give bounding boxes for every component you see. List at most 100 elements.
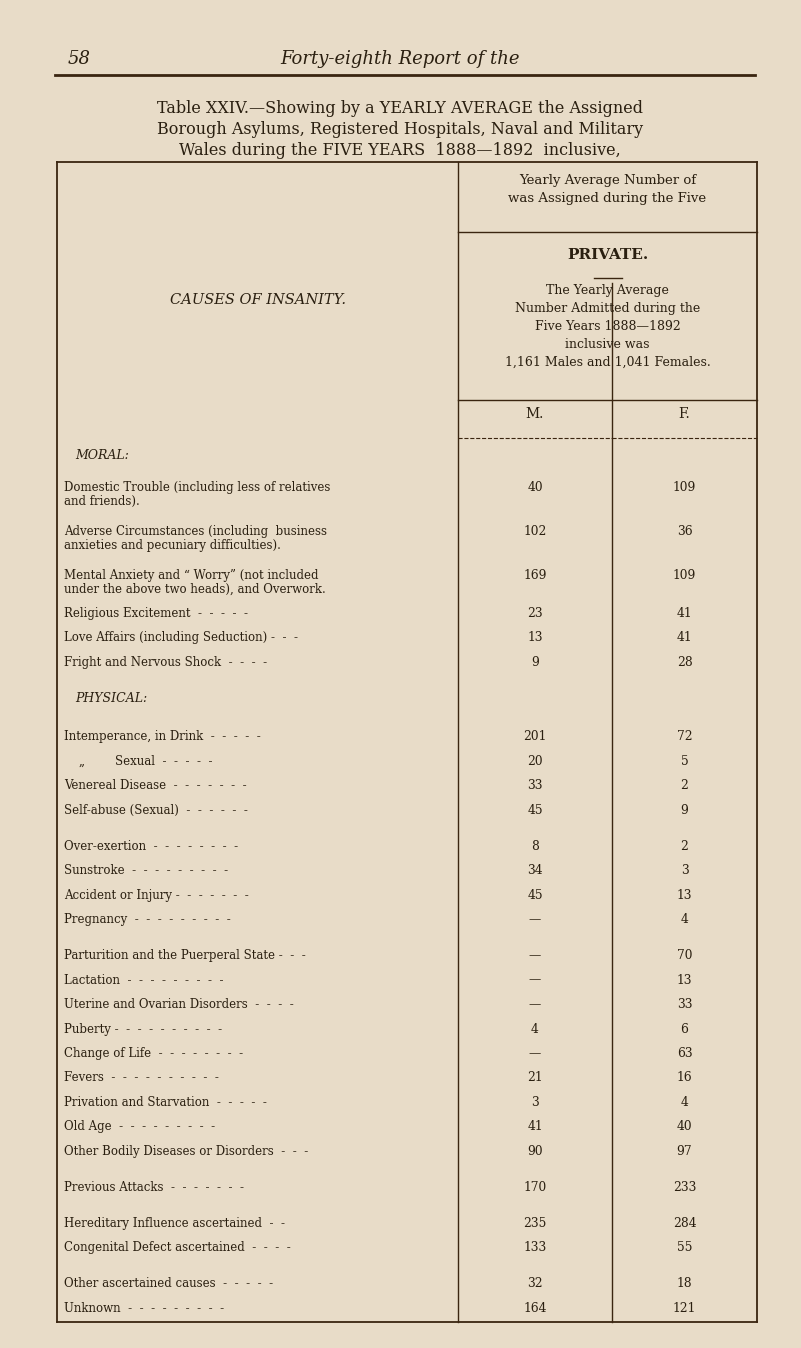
Text: Parturition and the Puerperal State -  -  -: Parturition and the Puerperal State - - … xyxy=(64,949,306,962)
Text: Intemperance, in Drink  -  -  -  -  -: Intemperance, in Drink - - - - - xyxy=(64,731,261,743)
Text: —: — xyxy=(529,998,541,1011)
Text: Previous Attacks  -  -  -  -  -  -  -: Previous Attacks - - - - - - - xyxy=(64,1181,244,1194)
Text: 4: 4 xyxy=(681,913,688,926)
Text: Adverse Circumstances (including  business: Adverse Circumstances (including busines… xyxy=(64,524,327,538)
Text: 41: 41 xyxy=(527,1120,543,1134)
Text: Domestic Trouble (including less of relatives: Domestic Trouble (including less of rela… xyxy=(64,481,330,495)
Text: anxieties and pecuniary difficulties).: anxieties and pecuniary difficulties). xyxy=(64,539,281,551)
Text: „        Sexual  -  -  -  -  -: „ Sexual - - - - - xyxy=(64,755,212,768)
Text: 45: 45 xyxy=(527,888,543,902)
Text: —: — xyxy=(529,913,541,926)
Text: —: — xyxy=(529,949,541,962)
Text: Lactation  -  -  -  -  -  -  -  -  -: Lactation - - - - - - - - - xyxy=(64,973,223,987)
Text: Old Age  -  -  -  -  -  -  -  -  -: Old Age - - - - - - - - - xyxy=(64,1120,215,1134)
Text: 170: 170 xyxy=(523,1181,546,1194)
Text: 109: 109 xyxy=(673,481,696,495)
Text: 109: 109 xyxy=(673,569,696,582)
Text: 20: 20 xyxy=(527,755,543,768)
Text: Religious Excitement  -  -  -  -  -: Religious Excitement - - - - - xyxy=(64,607,248,620)
Text: Hereditary Influence ascertained  -  -: Hereditary Influence ascertained - - xyxy=(64,1217,285,1229)
Text: Puberty -  -  -  -  -  -  -  -  -  -: Puberty - - - - - - - - - - xyxy=(64,1023,222,1035)
Text: MORAL:: MORAL: xyxy=(75,449,129,462)
Text: 102: 102 xyxy=(523,524,547,538)
Text: 23: 23 xyxy=(527,607,543,620)
Text: 28: 28 xyxy=(677,655,692,669)
Text: 8: 8 xyxy=(531,840,539,853)
Text: Uterine and Ovarian Disorders  -  -  -  -: Uterine and Ovarian Disorders - - - - xyxy=(64,998,294,1011)
Text: 13: 13 xyxy=(677,973,692,987)
Text: 164: 164 xyxy=(523,1302,547,1314)
Text: 235: 235 xyxy=(523,1217,547,1229)
Text: 40: 40 xyxy=(527,481,543,495)
Text: 55: 55 xyxy=(677,1242,692,1255)
Text: 16: 16 xyxy=(677,1072,692,1084)
Text: Other ascertained causes  -  -  -  -  -: Other ascertained causes - - - - - xyxy=(64,1278,273,1290)
Text: Congenital Defect ascertained  -  -  -  -: Congenital Defect ascertained - - - - xyxy=(64,1242,291,1255)
Text: —: — xyxy=(529,1047,541,1060)
Text: 121: 121 xyxy=(673,1302,696,1314)
Text: —: — xyxy=(529,973,541,987)
Text: 58: 58 xyxy=(68,50,91,67)
Text: 169: 169 xyxy=(523,569,547,582)
Text: CAUSES OF INSANITY.: CAUSES OF INSANITY. xyxy=(170,293,345,307)
Text: Yearly Average Number of
was Assigned during the Five: Yearly Average Number of was Assigned du… xyxy=(509,174,706,205)
Text: 33: 33 xyxy=(527,779,543,793)
Text: Table XXIV.—Showing by a YEARLY AVERAGE the Assigned: Table XXIV.—Showing by a YEARLY AVERAGE … xyxy=(157,100,643,117)
Text: 3: 3 xyxy=(681,864,688,878)
Text: 21: 21 xyxy=(527,1072,543,1084)
Text: Sunstroke  -  -  -  -  -  -  -  -  -: Sunstroke - - - - - - - - - xyxy=(64,864,228,878)
Text: 2: 2 xyxy=(681,840,688,853)
Text: 284: 284 xyxy=(673,1217,696,1229)
Text: 72: 72 xyxy=(677,731,692,743)
Text: PRIVATE.: PRIVATE. xyxy=(567,248,648,262)
Text: 5: 5 xyxy=(681,755,688,768)
Text: 90: 90 xyxy=(527,1144,543,1158)
Text: 201: 201 xyxy=(523,731,547,743)
Text: Wales during the FIVE YEARS  1888—1892  inclusive,: Wales during the FIVE YEARS 1888—1892 in… xyxy=(179,142,621,159)
Text: The Yearly Average
Number Admitted during the
Five Years 1888—1892
inclusive was: The Yearly Average Number Admitted durin… xyxy=(505,284,710,369)
Text: Mental Anxiety and “ Worry” (not included: Mental Anxiety and “ Worry” (not include… xyxy=(64,569,319,582)
Text: Other Bodily Diseases or Disorders  -  -  -: Other Bodily Diseases or Disorders - - - xyxy=(64,1144,308,1158)
Text: PHYSICAL:: PHYSICAL: xyxy=(75,693,147,705)
Text: Borough Asylums, Registered Hospitals, Naval and Military: Borough Asylums, Registered Hospitals, N… xyxy=(157,121,643,137)
Text: Venereal Disease  -  -  -  -  -  -  -: Venereal Disease - - - - - - - xyxy=(64,779,247,793)
Text: F.: F. xyxy=(678,407,690,421)
Text: 3: 3 xyxy=(531,1096,539,1109)
Text: M.: M. xyxy=(525,407,544,421)
Text: Change of Life  -  -  -  -  -  -  -  -: Change of Life - - - - - - - - xyxy=(64,1047,244,1060)
Text: Forty-eighth Report of the: Forty-eighth Report of the xyxy=(280,50,520,67)
Text: Privation and Starvation  -  -  -  -  -: Privation and Starvation - - - - - xyxy=(64,1096,267,1109)
Text: Pregnancy  -  -  -  -  -  -  -  -  -: Pregnancy - - - - - - - - - xyxy=(64,913,231,926)
Text: 34: 34 xyxy=(527,864,543,878)
Text: 18: 18 xyxy=(677,1278,692,1290)
Text: 40: 40 xyxy=(677,1120,692,1134)
Text: Self-abuse (Sexual)  -  -  -  -  -  -: Self-abuse (Sexual) - - - - - - xyxy=(64,803,248,817)
Text: Over-exertion  -  -  -  -  -  -  -  -: Over-exertion - - - - - - - - xyxy=(64,840,238,853)
Text: Unknown  -  -  -  -  -  -  -  -  -: Unknown - - - - - - - - - xyxy=(64,1302,224,1314)
Text: 2: 2 xyxy=(681,779,688,793)
Text: and friends).: and friends). xyxy=(64,495,139,508)
Text: 133: 133 xyxy=(523,1242,546,1255)
Text: 41: 41 xyxy=(677,631,692,644)
Text: 13: 13 xyxy=(677,888,692,902)
Text: 4: 4 xyxy=(681,1096,688,1109)
Text: 63: 63 xyxy=(677,1047,692,1060)
Text: 233: 233 xyxy=(673,1181,696,1194)
Text: Love Affairs (including Seduction) -  -  -: Love Affairs (including Seduction) - - - xyxy=(64,631,298,644)
Text: 9: 9 xyxy=(681,803,688,817)
Text: 36: 36 xyxy=(677,524,692,538)
Text: 4: 4 xyxy=(531,1023,539,1035)
Text: under the above two heads), and Overwork.: under the above two heads), and Overwork… xyxy=(64,582,326,596)
Text: 45: 45 xyxy=(527,803,543,817)
Text: Fevers  -  -  -  -  -  -  -  -  -  -: Fevers - - - - - - - - - - xyxy=(64,1072,219,1084)
Text: 9: 9 xyxy=(531,655,539,669)
Text: 32: 32 xyxy=(527,1278,543,1290)
Text: 97: 97 xyxy=(677,1144,692,1158)
Text: 70: 70 xyxy=(677,949,692,962)
Text: 6: 6 xyxy=(681,1023,688,1035)
Text: Accident or Injury -  -  -  -  -  -  -: Accident or Injury - - - - - - - xyxy=(64,888,249,902)
Text: Fright and Nervous Shock  -  -  -  -: Fright and Nervous Shock - - - - xyxy=(64,655,267,669)
Text: 33: 33 xyxy=(677,998,692,1011)
Text: 13: 13 xyxy=(527,631,543,644)
Text: 41: 41 xyxy=(677,607,692,620)
